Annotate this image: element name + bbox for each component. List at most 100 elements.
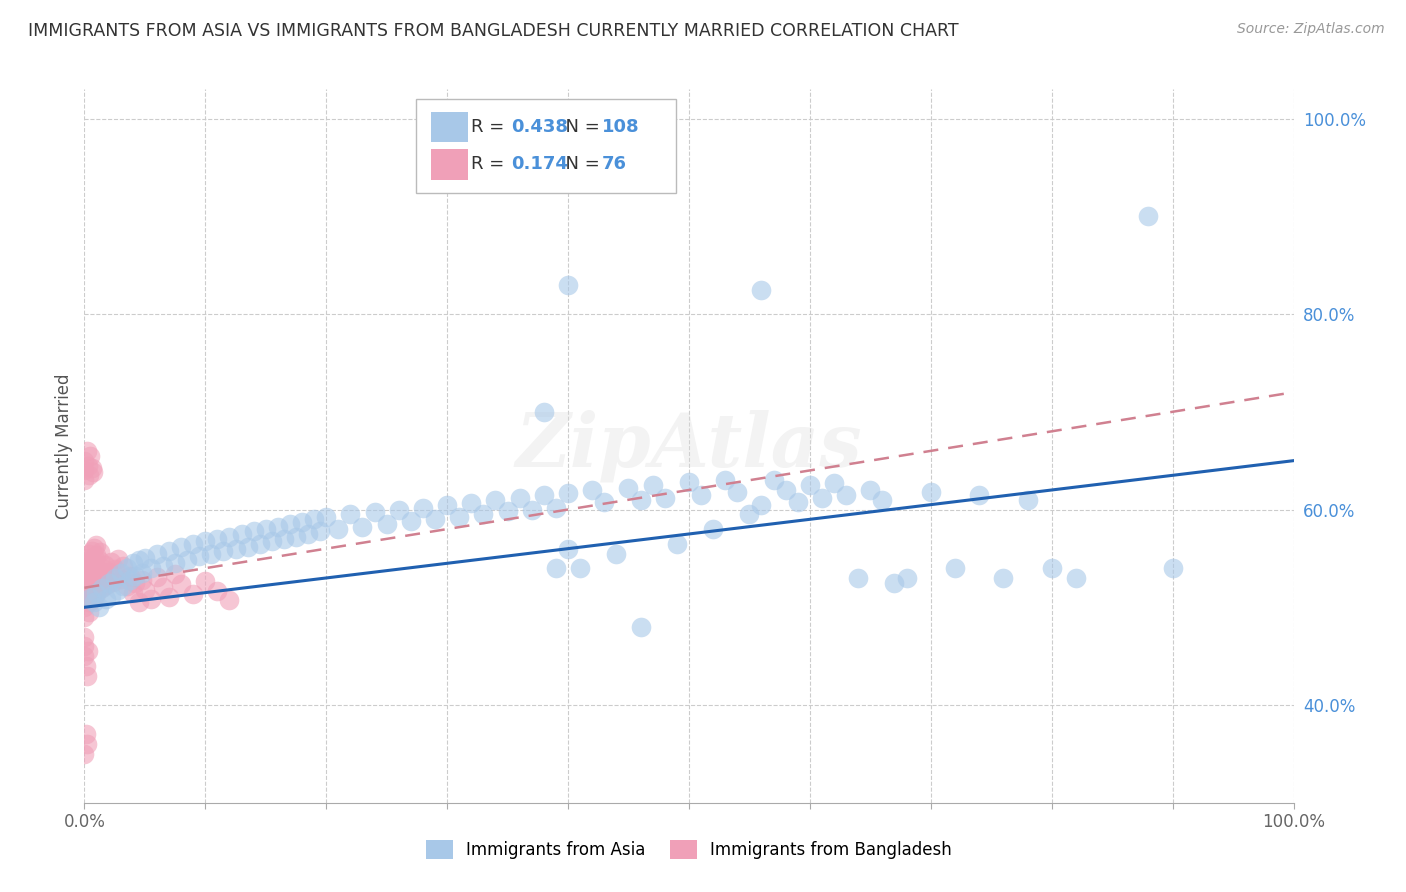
Point <box>112 579 135 593</box>
Point <box>83 550 105 565</box>
Point <box>91 581 114 595</box>
Point <box>690 488 713 502</box>
Point <box>157 543 180 558</box>
Point <box>896 571 918 585</box>
Point <box>73 463 96 477</box>
Point <box>77 468 100 483</box>
Point <box>103 574 125 589</box>
Text: ZipAtlas: ZipAtlas <box>516 409 862 483</box>
Point <box>533 405 555 419</box>
Point <box>967 488 990 502</box>
Point <box>1064 571 1087 585</box>
Point <box>77 458 100 473</box>
Point <box>73 561 96 575</box>
Point <box>509 491 531 505</box>
Point <box>472 508 495 522</box>
Point <box>297 527 319 541</box>
Point <box>399 514 422 528</box>
Point <box>242 524 264 538</box>
Point <box>76 737 98 751</box>
Point <box>170 577 193 591</box>
Point <box>87 574 110 588</box>
Point <box>218 593 240 607</box>
Point <box>124 569 146 583</box>
Point <box>249 537 271 551</box>
Point <box>146 547 169 561</box>
Point <box>846 571 869 585</box>
Point <box>121 585 143 599</box>
Point <box>352 520 374 534</box>
Point <box>520 502 543 516</box>
Point <box>630 492 652 507</box>
Text: N =: N = <box>554 155 605 173</box>
Point <box>82 570 104 584</box>
Point <box>112 559 135 574</box>
Point <box>170 540 193 554</box>
Point <box>1017 492 1039 507</box>
Point <box>654 491 676 505</box>
Point <box>212 543 235 558</box>
Point <box>157 590 180 604</box>
Text: IMMIGRANTS FROM ASIA VS IMMIGRANTS FROM BANGLADESH CURRENTLY MARRIED CORRELATION: IMMIGRANTS FROM ASIA VS IMMIGRANTS FROM … <box>28 22 959 40</box>
Point <box>363 506 385 520</box>
Point <box>73 610 96 624</box>
Point <box>121 557 143 571</box>
Point <box>73 630 96 644</box>
Point <box>176 553 198 567</box>
Point <box>943 561 966 575</box>
Point <box>131 566 153 580</box>
Point <box>569 561 592 575</box>
Point <box>725 485 748 500</box>
Point <box>73 747 96 761</box>
Point <box>484 492 506 507</box>
Point <box>920 485 942 500</box>
Point <box>73 551 96 566</box>
Point <box>77 566 100 580</box>
Point <box>86 585 108 599</box>
Point <box>94 578 117 592</box>
Point <box>84 567 107 582</box>
Text: Source: ZipAtlas.com: Source: ZipAtlas.com <box>1237 22 1385 37</box>
Point <box>73 591 96 605</box>
Point <box>302 512 325 526</box>
Point <box>97 565 120 579</box>
Point <box>89 544 111 558</box>
Point <box>799 478 821 492</box>
Point <box>236 540 259 554</box>
Point <box>120 573 142 587</box>
Point <box>188 549 211 564</box>
Point <box>73 453 96 467</box>
Point <box>823 476 845 491</box>
Point <box>605 547 627 561</box>
Point <box>1161 561 1184 575</box>
Point <box>86 538 108 552</box>
Point <box>107 582 129 597</box>
Point <box>328 522 350 536</box>
Point <box>110 572 132 586</box>
Point <box>73 571 96 585</box>
Point <box>872 492 894 507</box>
Point <box>993 571 1015 585</box>
Point <box>76 443 98 458</box>
Point <box>77 605 100 619</box>
Point <box>84 558 107 572</box>
Point <box>83 541 105 555</box>
Point <box>124 575 146 590</box>
Point <box>339 508 361 522</box>
Point <box>77 575 100 590</box>
Text: R =: R = <box>471 119 510 136</box>
Point <box>165 567 187 582</box>
Point <box>260 533 283 548</box>
Point <box>94 558 117 573</box>
Point <box>100 555 122 569</box>
Point <box>702 522 724 536</box>
Point <box>315 510 337 524</box>
Point <box>678 475 700 490</box>
Point <box>100 589 122 603</box>
Point <box>76 669 98 683</box>
Point <box>73 600 96 615</box>
Point <box>82 466 104 480</box>
Point <box>73 640 96 654</box>
Point <box>84 577 107 591</box>
Point <box>883 575 905 590</box>
